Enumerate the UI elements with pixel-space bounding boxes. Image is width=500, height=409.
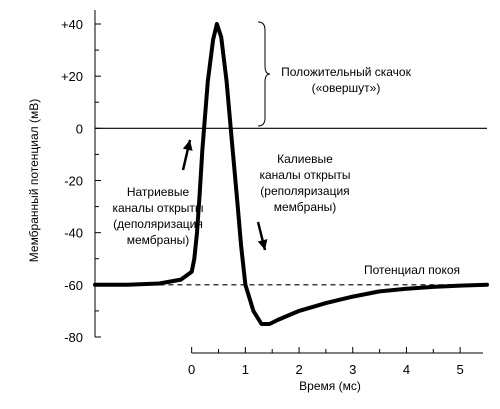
x-tick-label: 2 [295,362,302,377]
ticks: +40 +20 0 -20 -40 -60 -80 0 1 2 3 4 5 [61,17,464,377]
y-tick-label: +40 [61,17,83,32]
x-tick-label: 4 [403,362,410,377]
potassium-channels-annotation: Калиевые каналы открыты (реполяризация мемб… [259,152,350,214]
y-tick-label: -40 [64,226,83,241]
y-axis-label: Мембранный потенциал (мВ) [27,99,41,262]
x-tick-label: 3 [349,362,356,377]
x-tick-label: 5 [457,362,464,377]
annotations: Положительный скачок («овершут») Натриевые… [112,21,460,277]
x-axis-label: Время (мс) [299,379,361,393]
sodium-arrow [181,139,193,171]
overshoot-annotation: Положительный скачок («овершут») [281,65,411,95]
y-tick-label: -80 [64,330,83,345]
y-tick-label: 0 [76,121,83,136]
sodium-channels-annotation: Натриевые каналы открыты (деполяризация мем… [112,185,203,247]
y-tick-label: -60 [64,278,83,293]
resting-potential-annotation: Потенциал покоя [364,263,460,277]
axes [94,10,483,354]
y-tick-label: +20 [61,69,83,84]
membrane-potential-line [93,22,489,326]
x-tick-label: 1 [242,362,249,377]
reference-lines [95,127,487,286]
overshoot-bracket [257,21,271,127]
x-tick-label: 0 [188,362,195,377]
potassium-arrow [256,221,268,251]
y-tick-label: -20 [64,174,83,189]
